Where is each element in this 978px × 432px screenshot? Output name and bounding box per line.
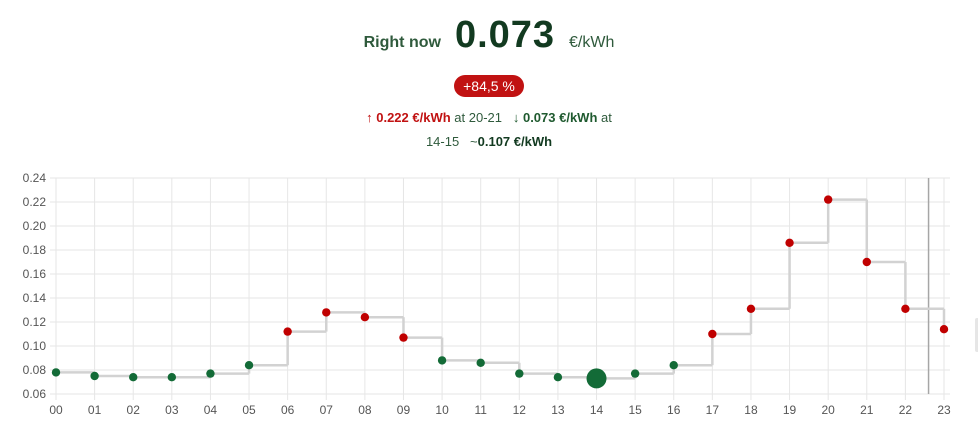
min-price-at: at: [601, 110, 612, 125]
x-tick-label: 18: [744, 403, 758, 417]
side-panel-handle[interactable]: [975, 318, 978, 352]
x-tick-label: 05: [242, 403, 256, 417]
price-point[interactable]: [399, 333, 408, 342]
price-point[interactable]: [553, 373, 563, 382]
x-tick-label: 00: [49, 403, 63, 417]
x-tick-label: 21: [860, 403, 874, 417]
price-point[interactable]: [90, 371, 99, 381]
x-tick-label: 16: [667, 403, 681, 417]
avg-price-value: 0.107 €/kWh: [477, 134, 553, 149]
x-tick-label: 03: [165, 403, 179, 417]
price-point[interactable]: [746, 304, 756, 313]
y-tick-label: 0.20: [23, 219, 47, 233]
price-point[interactable]: [244, 361, 254, 370]
price-point[interactable]: [476, 358, 485, 367]
chart-ticks: 0.06 0.08 0.10 0.12 0.14 0.16 0.18 0.20 0.22 0.24…: [23, 171, 951, 417]
price-point[interactable]: [167, 373, 177, 382]
x-tick-label: 17: [706, 403, 720, 417]
price-chart: 0.06 0.08 0.10 0.12 0.14 0.16 0.18 0.20 0.22 0.24…: [23, 171, 951, 417]
right-now-label: Right now: [363, 34, 441, 51]
y-tick-label: 0.14: [23, 291, 47, 305]
x-tick-label: 19: [783, 403, 797, 417]
price-point[interactable]: [206, 369, 215, 378]
price-point[interactable]: [708, 329, 717, 339]
price-point[interactable]: [901, 304, 910, 313]
y-tick-label: 0.18: [23, 243, 47, 257]
price-stats: ↑ 0.222 €/kWh at 20-21 ↓ 0.073 €/kWh at …: [330, 106, 648, 154]
y-tick-label: 0.16: [23, 267, 47, 281]
x-tick-label: 09: [397, 403, 411, 417]
x-tick-label: 04: [204, 403, 218, 417]
price-point[interactable]: [862, 257, 871, 267]
arrow-down-icon: ↓: [512, 110, 520, 125]
chart-grid: [50, 177, 950, 400]
price-step-line: [56, 198, 946, 380]
x-tick-label: 20: [821, 403, 835, 417]
max-price-period: at 20-21: [454, 110, 502, 125]
price-point[interactable]: [360, 313, 370, 322]
current-price-unit: €/kWh: [569, 34, 615, 51]
x-tick-label: 01: [88, 403, 102, 417]
price-point[interactable]: [823, 195, 833, 204]
min-price-value: 0.073 €/kWh: [522, 110, 598, 125]
x-tick-label: 23: [937, 403, 951, 417]
max-price-value: 0.222 €/kWh: [376, 110, 451, 125]
approx-icon: ~: [470, 134, 478, 149]
price-point[interactable]: [437, 356, 447, 365]
change-badge-container: +84,5 %: [0, 75, 978, 97]
x-tick-label: 13: [551, 403, 565, 417]
x-tick-label: 10: [435, 403, 449, 417]
x-tick-label: 06: [281, 403, 295, 417]
x-tick-label: 14: [590, 403, 604, 417]
x-tick-label: 15: [628, 403, 642, 417]
y-tick-label: 0.24: [23, 171, 47, 185]
x-tick-label: 08: [358, 403, 372, 417]
current-hour-point[interactable]: [586, 368, 607, 389]
price-point[interactable]: [939, 325, 949, 334]
price-point[interactable]: [322, 308, 331, 317]
y-tick-label: 0.22: [23, 195, 47, 209]
price-point[interactable]: [630, 369, 640, 378]
y-tick-label: 0.06: [23, 387, 47, 401]
x-tick-label: 22: [899, 403, 913, 417]
arrow-up-icon: ↑: [366, 110, 373, 125]
current-price-header: Right now 0.073 €/kWh: [0, 14, 978, 57]
price-point[interactable]: [283, 327, 292, 336]
price-point[interactable]: [51, 368, 61, 377]
x-tick-label: 07: [320, 403, 334, 417]
change-badge: +84,5 %: [454, 75, 524, 97]
y-tick-label: 0.08: [23, 363, 47, 377]
min-price-period: 14-15: [425, 134, 460, 149]
y-tick-label: 0.10: [23, 339, 47, 353]
price-points: [51, 195, 949, 389]
x-tick-label: 11: [474, 403, 487, 417]
y-tick-label: 0.12: [23, 315, 47, 329]
current-price-value: 0.073: [454, 14, 556, 56]
x-tick-label: 12: [513, 403, 527, 417]
price-point[interactable]: [669, 361, 678, 370]
price-point[interactable]: [515, 369, 524, 378]
price-point[interactable]: [785, 238, 794, 247]
x-tick-label: 02: [127, 403, 141, 417]
price-point[interactable]: [129, 373, 138, 382]
